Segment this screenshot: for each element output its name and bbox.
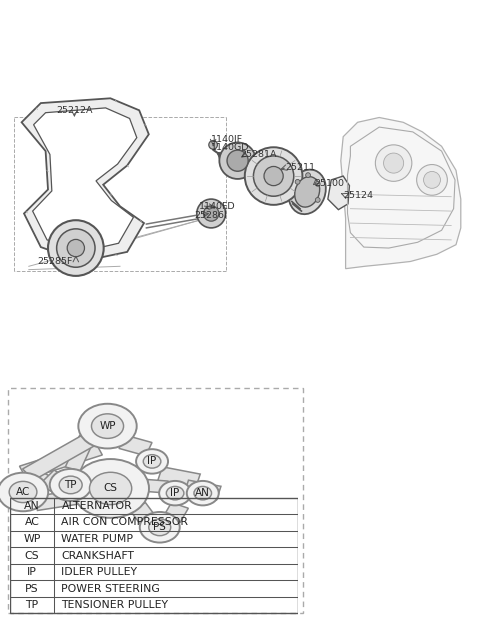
- Text: AC: AC: [16, 487, 30, 497]
- Text: 1140FD: 1140FD: [199, 202, 236, 211]
- Circle shape: [315, 181, 320, 186]
- Polygon shape: [34, 490, 78, 511]
- Circle shape: [253, 156, 294, 196]
- Text: 25286I: 25286I: [194, 212, 227, 220]
- Circle shape: [0, 473, 48, 511]
- Text: AC: AC: [24, 517, 39, 527]
- Polygon shape: [33, 108, 137, 252]
- Polygon shape: [130, 503, 158, 526]
- Text: AN: AN: [195, 488, 210, 498]
- Text: IP: IP: [27, 567, 37, 577]
- Text: TP: TP: [25, 600, 38, 610]
- Polygon shape: [146, 480, 168, 493]
- Text: WP: WP: [99, 421, 116, 431]
- Circle shape: [48, 220, 104, 276]
- Circle shape: [149, 519, 171, 535]
- Polygon shape: [119, 435, 152, 456]
- Circle shape: [210, 203, 220, 212]
- Text: TENSIONER PULLEY: TENSIONER PULLEY: [61, 600, 168, 610]
- Circle shape: [204, 206, 219, 221]
- Circle shape: [197, 199, 226, 228]
- Polygon shape: [341, 118, 461, 269]
- Ellipse shape: [288, 170, 326, 214]
- Circle shape: [384, 153, 404, 173]
- Circle shape: [92, 414, 123, 438]
- Polygon shape: [20, 442, 102, 479]
- Text: IP: IP: [147, 456, 156, 466]
- Text: CRANKSHAFT: CRANKSHAFT: [61, 550, 134, 561]
- Text: WATER PUMP: WATER PUMP: [61, 534, 133, 544]
- Text: 25211: 25211: [286, 163, 316, 172]
- Text: 25124: 25124: [343, 191, 373, 200]
- Circle shape: [245, 147, 302, 205]
- Text: CS: CS: [24, 550, 39, 561]
- Circle shape: [89, 472, 132, 504]
- Text: PS: PS: [153, 522, 166, 532]
- Circle shape: [295, 180, 300, 184]
- Polygon shape: [135, 464, 147, 477]
- Circle shape: [227, 150, 248, 171]
- Circle shape: [72, 459, 149, 518]
- Polygon shape: [65, 435, 95, 471]
- Circle shape: [166, 487, 184, 500]
- Circle shape: [375, 145, 412, 181]
- Polygon shape: [328, 176, 349, 210]
- Circle shape: [264, 167, 283, 186]
- Circle shape: [143, 455, 161, 468]
- Polygon shape: [31, 469, 51, 482]
- Text: AN: AN: [24, 501, 40, 511]
- Polygon shape: [76, 469, 95, 483]
- Text: CS: CS: [104, 483, 118, 493]
- Text: TP: TP: [64, 480, 77, 490]
- Circle shape: [187, 481, 219, 505]
- Circle shape: [306, 173, 311, 178]
- Text: 25285F: 25285F: [37, 257, 73, 266]
- Polygon shape: [163, 503, 188, 522]
- Circle shape: [194, 487, 212, 500]
- Text: 25281A: 25281A: [240, 150, 276, 160]
- Circle shape: [417, 165, 447, 195]
- Text: POWER STEERING: POWER STEERING: [61, 584, 160, 594]
- Circle shape: [57, 229, 95, 267]
- Text: AIR CON COMPRESSOR: AIR CON COMPRESSOR: [61, 517, 189, 527]
- Circle shape: [50, 469, 92, 501]
- Circle shape: [140, 512, 180, 542]
- Text: 25100: 25100: [314, 179, 345, 188]
- Text: WP: WP: [23, 534, 41, 544]
- Text: ALTERNATOR: ALTERNATOR: [61, 501, 132, 511]
- Circle shape: [67, 240, 84, 257]
- Circle shape: [315, 197, 320, 202]
- Polygon shape: [39, 470, 66, 491]
- Ellipse shape: [295, 176, 320, 207]
- Polygon shape: [184, 480, 221, 500]
- Circle shape: [209, 141, 217, 149]
- Text: IP: IP: [170, 488, 180, 498]
- Polygon shape: [23, 434, 96, 480]
- Circle shape: [59, 476, 82, 494]
- Text: IDLER PULLEY: IDLER PULLEY: [61, 567, 137, 577]
- Polygon shape: [158, 467, 200, 488]
- Text: PS: PS: [25, 584, 39, 594]
- Text: 25212A: 25212A: [56, 106, 93, 115]
- Circle shape: [423, 171, 441, 188]
- Circle shape: [9, 482, 37, 503]
- Circle shape: [159, 481, 191, 505]
- Circle shape: [136, 449, 168, 474]
- Text: 1140GD: 1140GD: [211, 143, 250, 152]
- Polygon shape: [22, 98, 149, 261]
- Circle shape: [78, 404, 137, 448]
- Text: 1140JF: 1140JF: [211, 134, 243, 144]
- Circle shape: [219, 142, 256, 179]
